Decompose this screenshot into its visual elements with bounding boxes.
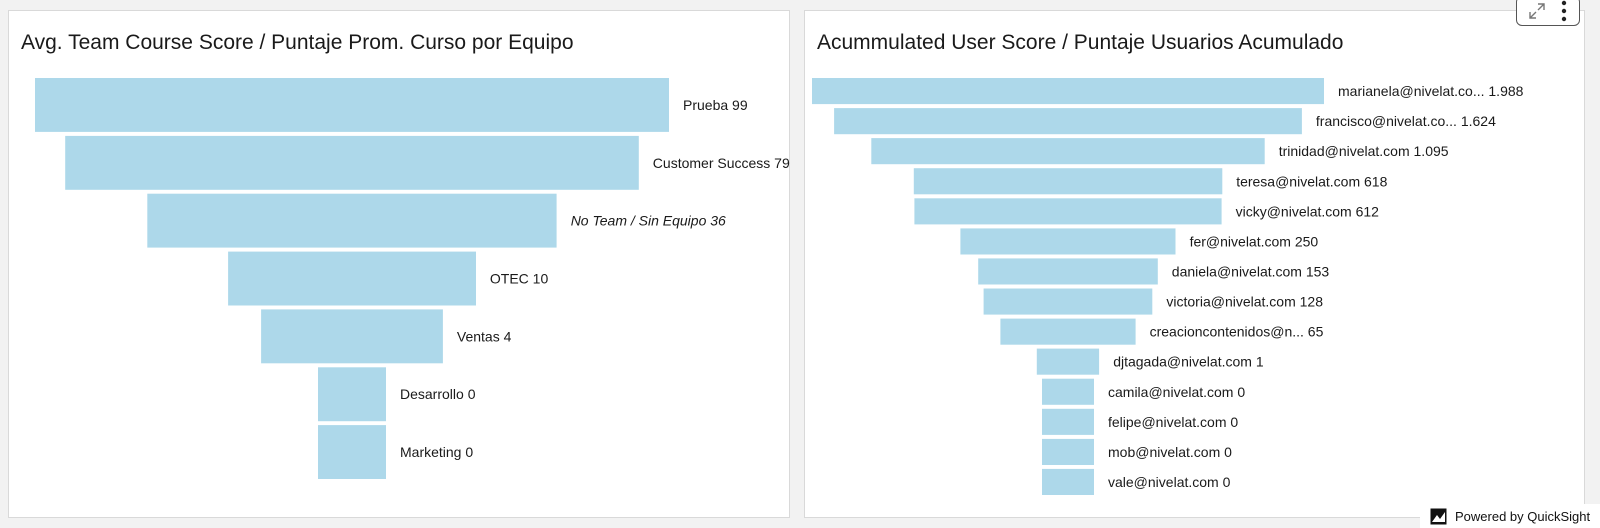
funnel-bar[interactable] (65, 135, 639, 190)
funnel-bar[interactable] (35, 78, 669, 132)
funnel-bar[interactable] (318, 367, 386, 422)
funnel-bar-label: Marketing 0 (400, 444, 473, 460)
funnel-bar-label: trinidad@nivelat.com 1.095 (1279, 143, 1449, 159)
team-score-funnel-chart: Prueba 99 Customer Success 79 No Team / Si… (35, 78, 790, 479)
funnel-bar-label: felipe@nivelat.com 0 (1108, 414, 1238, 430)
funnel-bar-label: Ventas 4 (457, 328, 512, 344)
funnel-bar[interactable] (812, 78, 1324, 105)
team-score-title: Avg. Team Course Score / Puntaje Prom. C… (21, 31, 574, 54)
funnel-bar[interactable] (1042, 468, 1094, 495)
funnel-bar[interactable] (261, 309, 443, 364)
funnel-bar[interactable] (834, 108, 1302, 135)
funnel-bar[interactable] (1042, 408, 1094, 435)
funnel-bar-label: No Team / Sin Equipo 36 (571, 213, 726, 229)
funnel-bar-label: victoria@nivelat.com 128 (1166, 294, 1323, 310)
funnel-bar-label: creacioncontenidos@n... 65 (1150, 324, 1324, 340)
funnel-bar[interactable] (913, 168, 1223, 195)
funnel-bar-label: Desarrollo 0 (400, 386, 476, 402)
visual-toolbar (1516, 0, 1580, 26)
user-score-title: Acummulated User Score / Puntaje Usuario… (817, 31, 1344, 54)
funnel-bar-label: mob@nivelat.com 0 (1108, 444, 1232, 460)
funnel-bar[interactable] (1000, 318, 1136, 345)
funnel-bar-label: Customer Success 79 (653, 155, 790, 171)
vertical-dots-icon[interactable] (1557, 0, 1571, 23)
funnel-bar[interactable] (1042, 378, 1094, 405)
funnel-bar-label: djtagada@nivelat.com 1 (1113, 354, 1264, 370)
powered-by-text: Powered by QuickSight (1455, 508, 1591, 524)
funnel-bar[interactable] (1036, 348, 1100, 375)
funnel-bar[interactable] (1042, 438, 1094, 465)
expand-arrows-icon[interactable] (1527, 1, 1547, 21)
funnel-bar[interactable] (147, 193, 557, 248)
funnel-bar-label: francisco@nivelat.co... 1.624 (1316, 113, 1496, 129)
funnel-bar[interactable] (914, 198, 1222, 225)
user-score-panel: Acummulated User Score / Puntaje Usuario… (804, 10, 1585, 518)
funnel-bar-label: vicky@nivelat.com 612 (1236, 203, 1380, 219)
funnel-bar[interactable] (228, 251, 476, 306)
funnel-bar-label: OTEC 10 (490, 271, 549, 287)
funnel-bar-label: vale@nivelat.com 0 (1108, 474, 1231, 490)
funnel-bar[interactable] (318, 425, 386, 479)
funnel-bar[interactable] (960, 228, 1176, 255)
funnel-bar[interactable] (871, 138, 1265, 165)
funnel-bar-label: fer@nivelat.com 250 (1190, 233, 1319, 249)
funnel-bar-label: Prueba 99 (683, 97, 748, 113)
funnel-bar[interactable] (978, 258, 1158, 285)
powered-by-badge[interactable]: Powered by QuickSight (1420, 504, 1600, 528)
funnel-bar-label: camila@nivelat.com 0 (1108, 384, 1245, 400)
user-score-funnel-chart: marianela@nivelat.co... 1.988 francisco@n… (812, 78, 1524, 495)
funnel-bar-label: teresa@nivelat.com 618 (1236, 173, 1387, 189)
funnel-bar-label: daniela@nivelat.com 153 (1172, 264, 1330, 280)
funnel-bar[interactable] (983, 288, 1153, 315)
quicksight-logo-icon (1430, 508, 1447, 524)
team-score-panel: Avg. Team Course Score / Puntaje Prom. C… (8, 10, 790, 518)
funnel-bar-label: marianela@nivelat.co... 1.988 (1338, 83, 1524, 99)
